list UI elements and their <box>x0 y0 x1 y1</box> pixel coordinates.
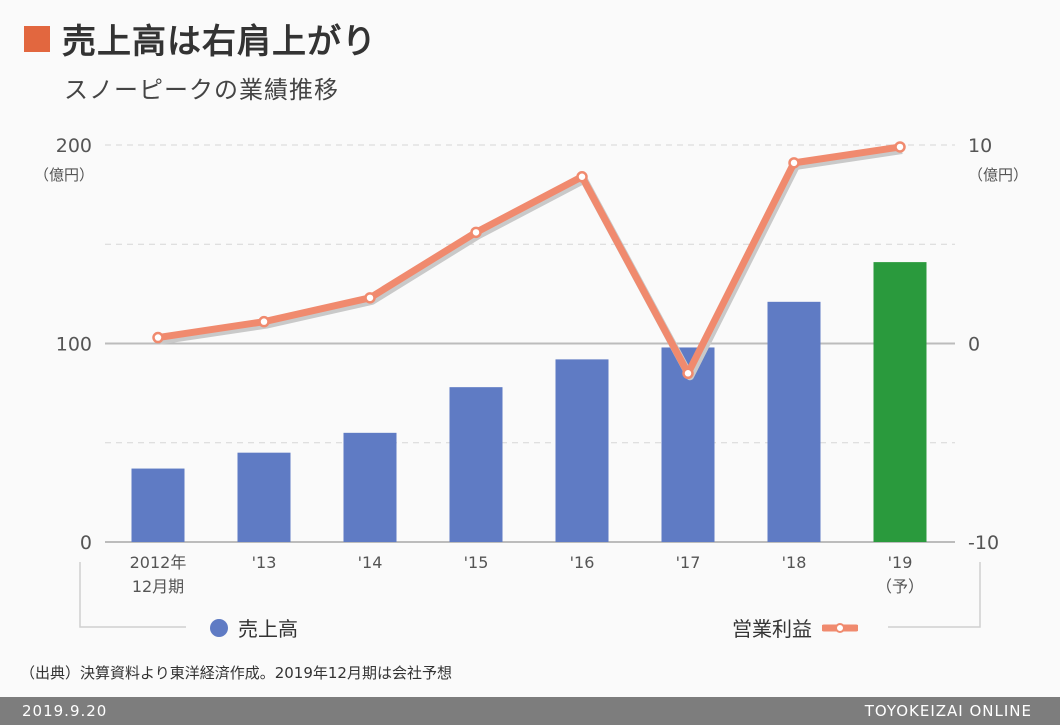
profit-point <box>788 157 800 169</box>
legend-sales-label: 売上高 <box>238 617 298 641</box>
right-tick-label: 0 <box>968 334 980 356</box>
left-axis-unit: （億円） <box>34 166 94 184</box>
x-tick-label: '15 <box>464 553 489 572</box>
chart-subtitle: スノーピークの業績推移 <box>64 76 339 104</box>
footer-brand: TOYOKEIZAI ONLINE <box>864 702 1032 720</box>
x-tick-label: 12月期 <box>132 577 184 596</box>
x-tick-label: '13 <box>252 553 277 572</box>
footer-date: 2019.9.20 <box>22 702 108 720</box>
bar <box>767 301 821 542</box>
left-tick-label: 0 <box>80 532 92 554</box>
legend-sales: 売上高 <box>210 613 298 642</box>
chart-title-block: 売上高は右肩上がり <box>24 14 377 63</box>
legend-bracket-right <box>888 562 981 628</box>
profit-line <box>157 143 901 377</box>
legend-bracket-left <box>79 562 186 628</box>
profit-point <box>258 315 270 328</box>
chart-title: 売上高は右肩上がり <box>62 22 377 62</box>
x-tick-label: '19 <box>888 553 913 572</box>
profit-point <box>364 292 376 304</box>
left-tick-label: 200 <box>56 135 92 157</box>
profit-point <box>894 141 906 153</box>
footer-bar: 2019.9.20 TOYOKEIZAI ONLINE <box>0 697 1060 725</box>
x-tick-label: 2012年 <box>130 553 187 572</box>
x-tick-label: '18 <box>782 553 807 572</box>
profit-point <box>576 171 588 183</box>
right-tick-label: -10 <box>968 532 999 554</box>
right-tick-label: 10 <box>968 135 992 157</box>
left-tick-label: 100 <box>56 334 92 356</box>
x-tick-label: （予） <box>876 577 924 596</box>
title-marker-square <box>24 25 50 52</box>
profit-point <box>470 226 482 239</box>
source-note: （出典）決算資料より東洋経済作成。2019年12月期は会社予想 <box>20 664 452 682</box>
profit-point <box>152 331 164 344</box>
legend-sales-swatch <box>210 618 228 637</box>
bar <box>237 452 291 542</box>
profit-point <box>682 367 694 380</box>
bar <box>449 387 503 542</box>
bar <box>555 359 609 542</box>
legend-profit-label: 営業利益 <box>732 617 812 641</box>
bar <box>661 347 715 542</box>
bar <box>873 262 927 542</box>
right-axis-unit: （億円） <box>968 166 1028 184</box>
x-tick-label: '14 <box>358 553 383 572</box>
bar <box>131 468 185 542</box>
legend-profit: 営業利益 <box>732 613 858 642</box>
x-tick-label: '17 <box>676 553 701 572</box>
x-tick-label: '16 <box>570 553 595 572</box>
bar <box>343 432 397 542</box>
legend-profit-swatch <box>822 622 858 633</box>
